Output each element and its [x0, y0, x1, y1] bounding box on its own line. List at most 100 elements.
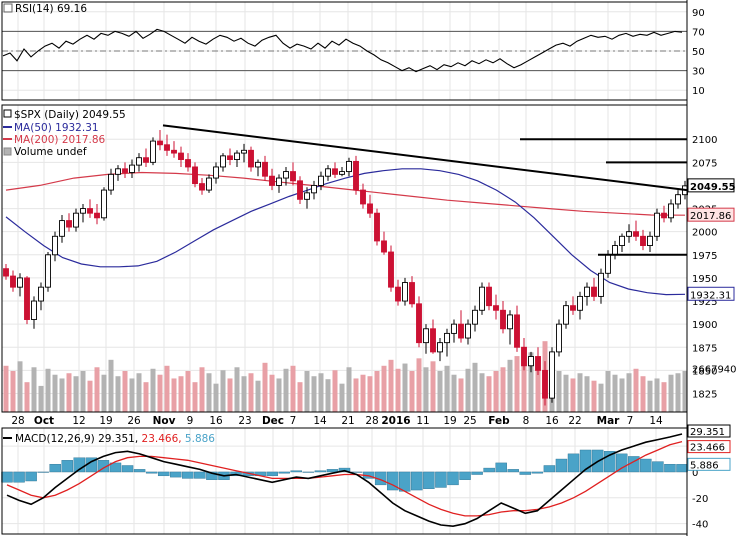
candle-up	[675, 194, 681, 205]
volume-bar	[150, 368, 156, 412]
candle-down	[290, 171, 296, 182]
volume-bar	[45, 368, 51, 412]
volume-bar	[185, 371, 191, 412]
volume-bar	[374, 371, 380, 412]
candle-up	[80, 208, 86, 214]
candle-up	[206, 177, 212, 191]
candle-up	[479, 286, 485, 311]
volume-bar	[507, 359, 513, 412]
candle-up	[549, 351, 555, 399]
candle-up	[423, 328, 429, 344]
macd-histogram-bar	[676, 464, 688, 473]
macd-histogram-bar	[121, 465, 134, 473]
rsi-tick-label: 50	[692, 47, 705, 58]
volume-bar	[388, 359, 394, 412]
macd-histogram-bar	[423, 471, 435, 489]
volume-bar	[493, 371, 499, 412]
macd-histogram-bar	[1, 471, 13, 483]
ma50-legend: MA(50) 1932.31	[14, 122, 99, 134]
candle-up	[563, 305, 569, 325]
candle-down	[332, 168, 338, 175]
candle-up	[626, 231, 632, 237]
volume-bar	[94, 367, 100, 412]
volume-bar	[521, 361, 527, 412]
volume-bar	[59, 378, 65, 412]
volume-bar	[269, 374, 275, 412]
candle-down	[227, 155, 233, 161]
volume-bar	[465, 368, 471, 412]
ma200-legend: MA(200) 2017.86	[14, 134, 106, 146]
candle-up	[556, 323, 562, 353]
x-tick-label: 7	[627, 415, 634, 427]
macd-histogram-bar	[266, 471, 278, 477]
candle-up	[318, 175, 324, 186]
volume-bar	[164, 365, 170, 412]
candle-down	[171, 149, 177, 154]
macd-value-tag	[687, 457, 731, 471]
volume-bar	[451, 374, 457, 412]
candle-up	[52, 235, 58, 256]
volume-bar	[612, 374, 618, 412]
volume-bar	[486, 376, 492, 412]
candle-down	[395, 286, 401, 302]
volume-bar	[283, 368, 289, 412]
candle-up	[444, 332, 450, 344]
candle-up	[115, 168, 121, 175]
macd-histogram-bar	[640, 458, 652, 473]
macd-histogram-bar	[483, 467, 495, 473]
volume-bar	[682, 371, 688, 412]
macd-histogram-bar	[61, 460, 73, 473]
candle-down	[87, 208, 93, 214]
x-tick-label: Oct	[34, 415, 54, 427]
x-tick-label: 14	[313, 415, 327, 427]
candle-up	[654, 212, 660, 237]
macd-histogram-bar	[507, 469, 519, 473]
volume-bar	[626, 373, 632, 412]
x-tick-label: Feb	[488, 415, 510, 427]
volume-bar	[556, 371, 562, 412]
volume-bar	[409, 371, 415, 412]
candle-down	[262, 161, 268, 177]
rsi-tick-label: 90	[692, 8, 705, 19]
macd-histogram-bar	[543, 465, 556, 473]
macd-histogram-bar	[314, 470, 327, 473]
price-legend-icon	[3, 109, 12, 118]
volume-bar	[360, 374, 366, 412]
candle-up	[619, 235, 625, 247]
x-tick-label: 16	[209, 415, 223, 427]
volume-bar	[577, 373, 583, 412]
candle-down	[535, 356, 541, 371]
rsi-legend-icon	[3, 3, 13, 13]
macd-value-label: 29.351	[690, 427, 725, 438]
volume-bar	[654, 378, 660, 412]
x-tick-label: 12	[72, 415, 85, 427]
rsi-tick-label: 10	[692, 86, 705, 97]
macd-histogram-bar	[194, 471, 206, 479]
macd-histogram-bar	[290, 470, 303, 473]
macd-histogram-bar	[664, 463, 676, 473]
macd-histogram-bar	[567, 453, 580, 473]
macd-histogram-bar	[616, 453, 628, 473]
volume-bar	[304, 371, 310, 412]
volume-bar	[647, 380, 653, 412]
x-tick-label: 8	[523, 415, 530, 427]
candle-up	[17, 277, 23, 288]
candle-up	[451, 323, 457, 334]
annotation-lines	[162, 124, 688, 256]
macd-histogram-bar	[97, 460, 110, 473]
ma200-value-label: 2017.86	[690, 211, 731, 222]
volume-bar	[101, 374, 107, 412]
volume-bar	[3, 365, 9, 412]
volume-bar	[528, 352, 534, 412]
candle-down	[416, 303, 422, 344]
macd-histogram-bar	[447, 471, 459, 486]
macd-histogram-bar	[13, 471, 25, 483]
candle-down	[661, 212, 667, 219]
candle-down	[10, 275, 16, 288]
macd-histogram-bar	[109, 462, 122, 473]
macd-histogram-bar	[206, 471, 218, 480]
candle-up	[73, 212, 79, 228]
volume-bar	[262, 362, 268, 412]
